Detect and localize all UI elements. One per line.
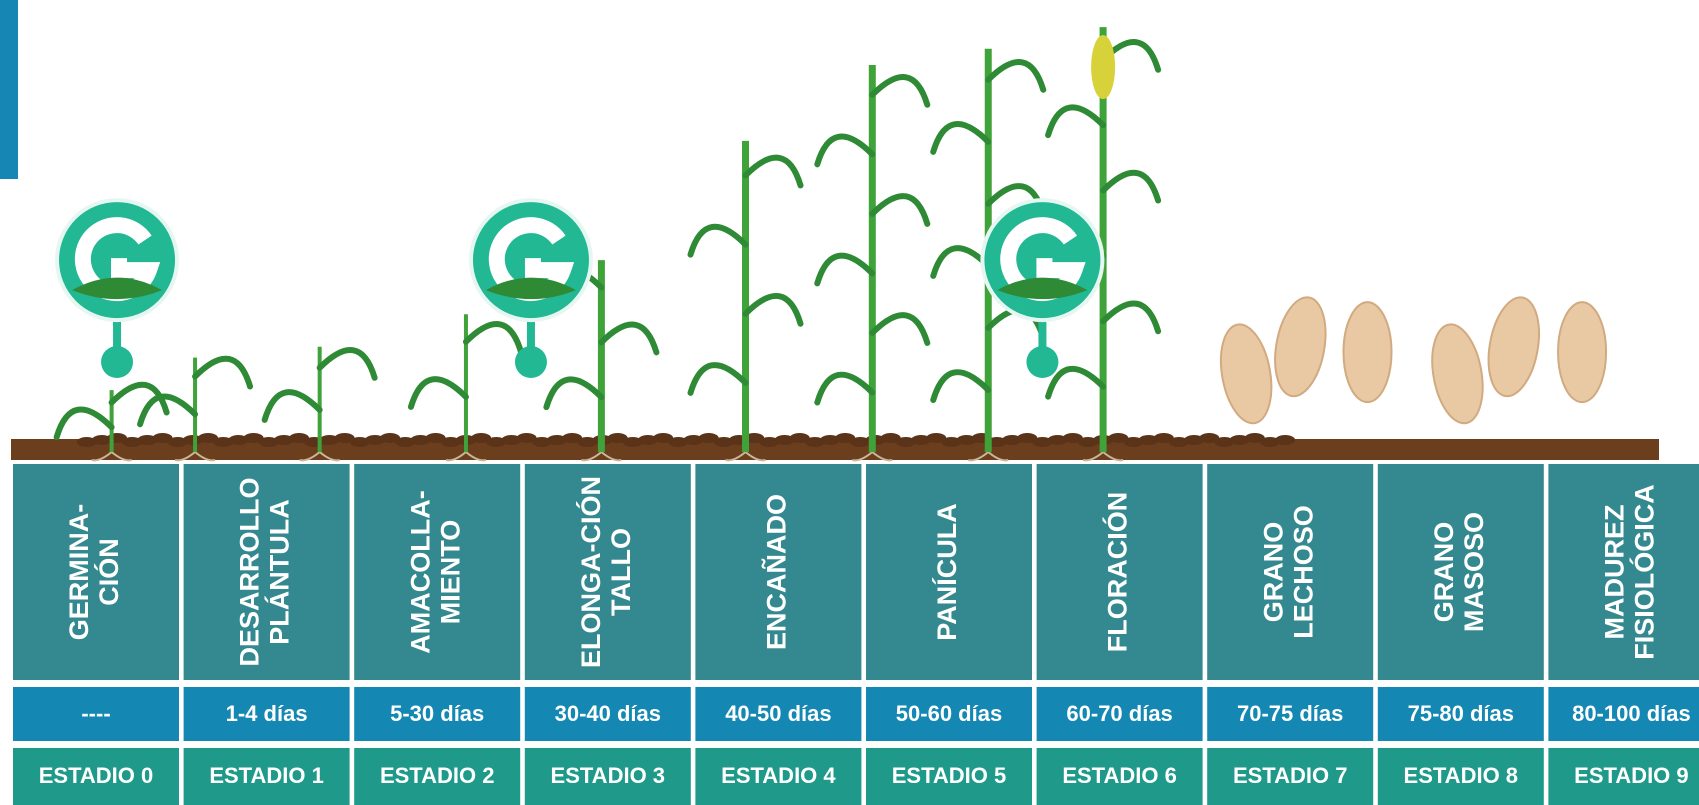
stage-name: PANÍCULA bbox=[931, 503, 962, 641]
leaf bbox=[817, 137, 872, 165]
corner-tab bbox=[0, 0, 18, 179]
leaf bbox=[691, 227, 746, 255]
stage-label: ESTADIO 3 bbox=[551, 763, 666, 788]
grain bbox=[1558, 302, 1606, 402]
stage-name: DESARROLLO bbox=[235, 478, 265, 667]
stage-name: CIÓN bbox=[93, 538, 124, 606]
leaf bbox=[691, 365, 746, 393]
pin-dot bbox=[1026, 346, 1058, 378]
stage-days: ---- bbox=[81, 701, 110, 726]
stage-days: 1-4 días bbox=[226, 701, 308, 726]
leaf bbox=[988, 62, 1043, 90]
stage-days: 5-30 días bbox=[390, 701, 484, 726]
stage-name: TALLO bbox=[606, 528, 636, 616]
stage-name: MASOSO bbox=[1459, 512, 1489, 632]
pin-dot bbox=[515, 346, 547, 378]
leaf bbox=[872, 196, 927, 224]
stage-label: ESTADIO 0 bbox=[39, 763, 154, 788]
stage-name: AMACOLLA- bbox=[405, 490, 435, 653]
leaf bbox=[1103, 173, 1158, 201]
grain bbox=[1268, 293, 1333, 400]
soil-clod bbox=[1275, 435, 1295, 445]
stage-days: 75-80 días bbox=[1408, 701, 1514, 726]
leaf bbox=[601, 325, 656, 353]
grain bbox=[1481, 293, 1546, 400]
leaf bbox=[1048, 107, 1103, 135]
stage-label: ESTADIO 4 bbox=[721, 763, 836, 788]
leaf bbox=[746, 158, 801, 186]
stage-days: 60-70 días bbox=[1066, 701, 1172, 726]
leaf bbox=[746, 296, 801, 324]
grain bbox=[1344, 302, 1392, 402]
leaf bbox=[1103, 303, 1158, 331]
stage-label: ESTADIO 7 bbox=[1233, 763, 1348, 788]
stage-days: 40-50 días bbox=[725, 701, 831, 726]
growth-stages-infographic: GERMINA-CIÓN ---- ESTADIO 0 DESARROLLOPLÁNT… bbox=[0, 0, 1699, 805]
stage-label: ESTADIO 8 bbox=[1404, 763, 1519, 788]
stage-name: GRANO bbox=[1429, 522, 1459, 623]
stage-days: 30-40 días bbox=[555, 701, 661, 726]
stage-name: MIENTO bbox=[435, 520, 465, 625]
leaf bbox=[1048, 369, 1103, 397]
stage-label: ESTADIO 9 bbox=[1574, 763, 1689, 788]
panicle bbox=[1091, 35, 1115, 99]
leaf bbox=[466, 324, 521, 352]
leaf bbox=[411, 379, 466, 407]
leaf bbox=[817, 256, 872, 284]
stage-label: ESTADIO 5 bbox=[892, 763, 1007, 788]
stage-name: GRANO bbox=[1258, 522, 1288, 623]
leaf bbox=[933, 372, 988, 400]
stage-name: MADUREZ bbox=[1600, 505, 1630, 640]
stage-name: ENCAÑADO bbox=[761, 494, 792, 650]
leaf bbox=[195, 359, 250, 387]
stage-days: 80-100 días bbox=[1572, 701, 1691, 726]
stage-label: ESTADIO 1 bbox=[209, 763, 324, 788]
grain bbox=[1214, 320, 1279, 427]
stage-name: ELONGA-CIÓN bbox=[575, 476, 606, 668]
leaf bbox=[265, 392, 320, 420]
stage-label: ESTADIO 6 bbox=[1062, 763, 1177, 788]
pin-dot bbox=[101, 346, 133, 378]
stage-name: FISIOLÓGICA bbox=[1629, 484, 1660, 660]
leaf bbox=[320, 350, 375, 378]
stage-name: LECHOSO bbox=[1288, 505, 1318, 639]
grain bbox=[1425, 320, 1490, 427]
stage-name: GERMINA- bbox=[64, 504, 94, 641]
illustration bbox=[57, 27, 1606, 460]
stage-name: FLORACIÓN bbox=[1102, 492, 1133, 652]
leaf bbox=[546, 379, 601, 407]
leaf bbox=[872, 77, 927, 105]
page: GERMINA-CIÓN ---- ESTADIO 0 DESARROLLOPLÁNT… bbox=[0, 0, 1699, 805]
stage-label: ESTADIO 2 bbox=[380, 763, 495, 788]
stages-table: GERMINA-CIÓN ---- ESTADIO 0 DESARROLLOPLÁNT… bbox=[13, 464, 1699, 805]
stage-days: 70-75 días bbox=[1237, 701, 1343, 726]
leaf bbox=[872, 315, 927, 343]
leaf bbox=[933, 248, 988, 276]
leaf bbox=[933, 124, 988, 152]
stage-name: PLÁNTULA bbox=[264, 499, 295, 644]
leaf bbox=[817, 375, 872, 403]
leaf bbox=[57, 409, 112, 437]
stage-days: 50-60 días bbox=[896, 701, 1002, 726]
